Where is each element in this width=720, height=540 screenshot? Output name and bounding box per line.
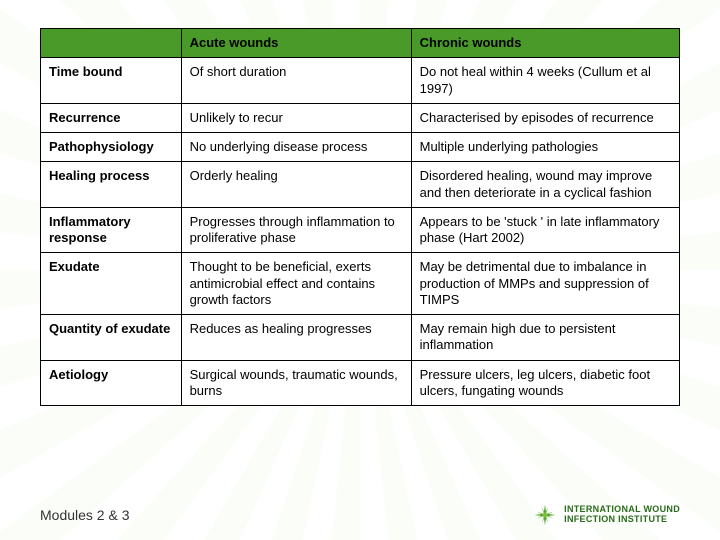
cell-acute: Surgical wounds, traumatic wounds, burns	[181, 360, 411, 406]
cell-chronic: Appears to be 'stuck ' in late inflammat…	[411, 207, 679, 253]
row-label: Recurrence	[41, 103, 182, 132]
cell-acute: Orderly healing	[181, 162, 411, 208]
cell-chronic: Disordered healing, wound may improve an…	[411, 162, 679, 208]
table-row: Pathophysiology No underlying disease pr…	[41, 133, 680, 162]
footer-module-text: Modules 2 & 3	[40, 507, 130, 523]
table-row: Quantity of exudate Reduces as healing p…	[41, 315, 680, 361]
cell-chronic: May be detrimental due to imbalance in p…	[411, 253, 679, 315]
row-label: Pathophysiology	[41, 133, 182, 162]
cell-acute: Unlikely to recur	[181, 103, 411, 132]
table-row: Aetiology Surgical wounds, traumatic wou…	[41, 360, 680, 406]
cell-chronic: May remain high due to persistent inflam…	[411, 315, 679, 361]
row-label: Aetiology	[41, 360, 182, 406]
cell-acute: Progresses through inflammation to proli…	[181, 207, 411, 253]
cell-chronic: Do not heal within 4 weeks (Cullum et al…	[411, 58, 679, 104]
header-blank	[41, 29, 182, 58]
table-header-row: Acute wounds Chronic wounds	[41, 29, 680, 58]
cell-acute: Thought to be beneficial, exerts antimic…	[181, 253, 411, 315]
cell-acute: Of short duration	[181, 58, 411, 104]
row-label: Exudate	[41, 253, 182, 315]
logo-line2: INFECTION INSTITUTE	[564, 515, 680, 525]
table-row: Exudate Thought to be beneficial, exerts…	[41, 253, 680, 315]
cell-acute: Reduces as healing progresses	[181, 315, 411, 361]
table-row: Recurrence Unlikely to recur Characteris…	[41, 103, 680, 132]
footer-logo: INTERNATIONAL WOUND INFECTION INSTITUTE	[532, 502, 680, 528]
table-row: Healing process Orderly healing Disorder…	[41, 162, 680, 208]
cell-chronic: Pressure ulcers, leg ulcers, diabetic fo…	[411, 360, 679, 406]
row-label: Time bound	[41, 58, 182, 104]
table-row: Inflammatory response Progresses through…	[41, 207, 680, 253]
cell-chronic: Multiple underlying pathologies	[411, 133, 679, 162]
cell-chronic: Characterised by episodes of recurrence	[411, 103, 679, 132]
header-acute: Acute wounds	[181, 29, 411, 58]
row-label: Quantity of exudate	[41, 315, 182, 361]
row-label: Healing process	[41, 162, 182, 208]
header-chronic: Chronic wounds	[411, 29, 679, 58]
logo-text: INTERNATIONAL WOUND INFECTION INSTITUTE	[564, 505, 680, 525]
comparison-table: Acute wounds Chronic wounds Time bound O…	[40, 28, 680, 406]
cell-acute: No underlying disease process	[181, 133, 411, 162]
row-label: Inflammatory response	[41, 207, 182, 253]
leaf-burst-icon	[532, 502, 558, 528]
table-row: Time bound Of short duration Do not heal…	[41, 58, 680, 104]
